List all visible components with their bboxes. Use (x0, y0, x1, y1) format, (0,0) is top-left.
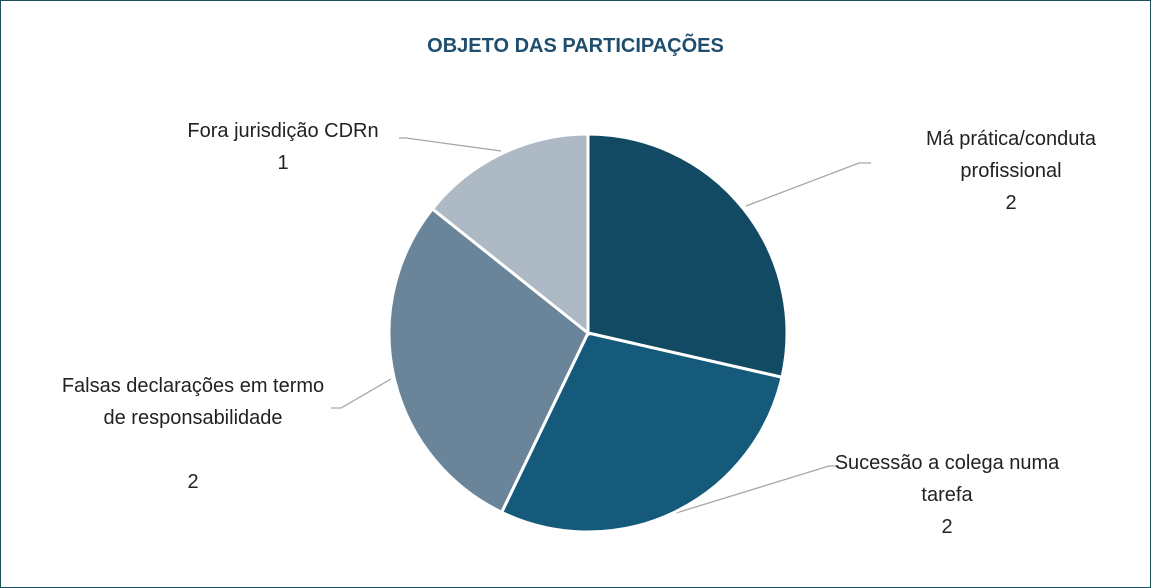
category-label: Sucessão a colega numa tarefa (834, 452, 1060, 506)
leader-lines (331, 137, 871, 514)
value-label: 2 (1005, 192, 1017, 214)
chart-title: OBJETO DAS PARTICIPAÇÕES (427, 35, 724, 57)
pie-slice (387, 206, 590, 515)
category-label: Fora jurisdição CDRn (187, 120, 379, 142)
value-label: 2 (941, 516, 953, 538)
pie-slice (586, 132, 789, 380)
pie-slice (499, 331, 784, 534)
category-label: Falsas declarações em termo de responsab… (61, 375, 325, 429)
category-label: Má prática/conduta profissional (925, 128, 1097, 182)
pie-slice (430, 132, 590, 337)
value-label: 2 (187, 471, 199, 493)
value-label: 1 (277, 152, 289, 174)
